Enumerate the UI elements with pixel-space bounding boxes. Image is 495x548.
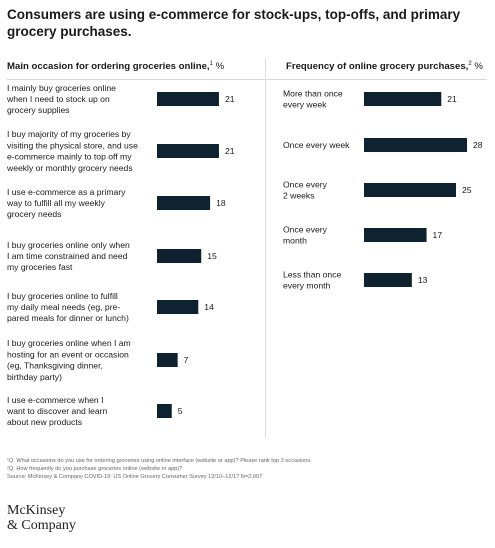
- left-panel-title: Main occasion for ordering groceries onl…: [7, 58, 224, 73]
- left-panel-unit: %: [212, 61, 225, 73]
- occasion-bar: [157, 144, 219, 158]
- footnotes: ¹Q: What occasions do you use for orderi…: [7, 457, 312, 481]
- occasion-category-label: I use e-commerce when I: [7, 395, 103, 405]
- occasion-category-label: I buy majority of my groceries by: [7, 129, 131, 139]
- occasion-category-label: my groceries fast: [7, 262, 73, 272]
- occasion-category-label: I am time constrained and need: [7, 251, 128, 261]
- occasion-category-label: birthday party): [7, 372, 62, 382]
- occasion-category-label: I buy groceries online only when: [7, 240, 130, 250]
- occasion-value-label: 14: [204, 302, 214, 312]
- occasion-value-label: 21: [225, 146, 235, 156]
- frequency-bar: [364, 228, 427, 242]
- occasion-bar: [157, 92, 219, 106]
- occasion-bar: [157, 353, 178, 367]
- occasion-category-label: I buy groceries online when I am: [7, 338, 131, 348]
- frequency-category-label: Once every week: [283, 140, 350, 150]
- frequency-bar: [364, 273, 412, 287]
- occasion-category-label: grocery supplies: [7, 105, 70, 115]
- occasion-category-label: want to discover and learn: [6, 406, 108, 416]
- occasion-bar: [157, 196, 211, 210]
- occasion-category-label: I use e-commerce as a primary: [7, 187, 126, 197]
- panel-separator: [265, 58, 266, 438]
- footnote-1: ¹Q: What occasions do you use for orderi…: [7, 458, 312, 464]
- frequency-value-label: 21: [447, 94, 457, 104]
- occasion-category-label: I mainly buy groceries online: [7, 83, 116, 93]
- header-divider: [7, 79, 487, 80]
- frequency-category-label: More than once: [283, 88, 343, 98]
- occasion-value-label: 18: [216, 198, 226, 208]
- right-panel-title-text: Frequency of online grocery purchases,: [286, 61, 469, 73]
- occasion-category-label: grocery needs: [7, 209, 61, 219]
- right-panel-footnote-mark: 2: [468, 61, 472, 67]
- frequency-value-label: 25: [462, 185, 472, 195]
- logo-line-2: & Company: [7, 517, 76, 533]
- frequency-category-label: month: [283, 236, 307, 246]
- occasion-category-label: weekly or monthly grocery needs: [6, 163, 133, 173]
- frequency-value-label: 13: [418, 275, 428, 285]
- occasion-bar: [157, 300, 199, 314]
- occasion-category-label: about new products: [7, 417, 82, 427]
- frequency-bar: [364, 138, 468, 152]
- occasion-category-label: my daily meal needs (eg, pre-: [7, 302, 120, 312]
- left-panel-title-text: Main occasion for ordering groceries onl…: [7, 61, 210, 73]
- left-panel-footnote-mark: 1: [209, 61, 213, 67]
- frequency-category-label: 2 weeks: [283, 191, 315, 201]
- occasion-category-label: pared meals for dinner or lunch): [7, 313, 129, 323]
- occasion-category-label: way to fulfill all my weekly: [6, 198, 106, 208]
- right-panel-title: Frequency of online grocery purchases,2 …: [286, 58, 483, 73]
- frequency-bar: [364, 183, 456, 197]
- frequency-value-label: 28: [473, 140, 483, 150]
- occasion-value-label: 5: [178, 406, 183, 416]
- frequency-category-label: Once every: [283, 224, 328, 234]
- occasion-bar: [157, 249, 202, 263]
- frequency-category-label: Once every: [283, 179, 328, 189]
- chart-title: Consumers are using e-commerce for stock…: [7, 7, 461, 39]
- occasion-category-label: e-commerce mainly to top off my: [7, 152, 132, 162]
- mckinsey-logo: McKinsey & Company: [7, 503, 76, 533]
- frequency-value-label: 17: [433, 230, 443, 240]
- frequency-category-label: Less than once: [283, 269, 342, 279]
- occasion-category-label: hosting for an event or occasion: [7, 349, 129, 359]
- occasion-category-label: I buy groceries online to fulfill: [7, 291, 118, 301]
- occasion-category-label: when I need to stock up on: [6, 94, 110, 104]
- occasion-bar: [157, 404, 172, 418]
- footnote-2: ²Q: How frequently do you purchase groce…: [7, 466, 183, 472]
- occasion-category-label: (eg, Thanksgiving dinner,: [7, 361, 103, 371]
- occasion-value-label: 15: [207, 251, 217, 261]
- occasion-category-label: visiting the physical store, and use: [7, 140, 138, 150]
- occasion-value-label: 7: [184, 355, 189, 365]
- occasion-value-label: 21: [225, 94, 235, 104]
- frequency-category-label: every week: [283, 100, 327, 110]
- source-note: Source: McKinsey & Company COVID-19: US …: [7, 474, 263, 480]
- frequency-category-label: every month: [283, 281, 331, 291]
- right-panel-unit: %: [471, 61, 483, 73]
- logo-line-1: McKinsey: [7, 503, 66, 518]
- frequency-bar: [364, 92, 442, 106]
